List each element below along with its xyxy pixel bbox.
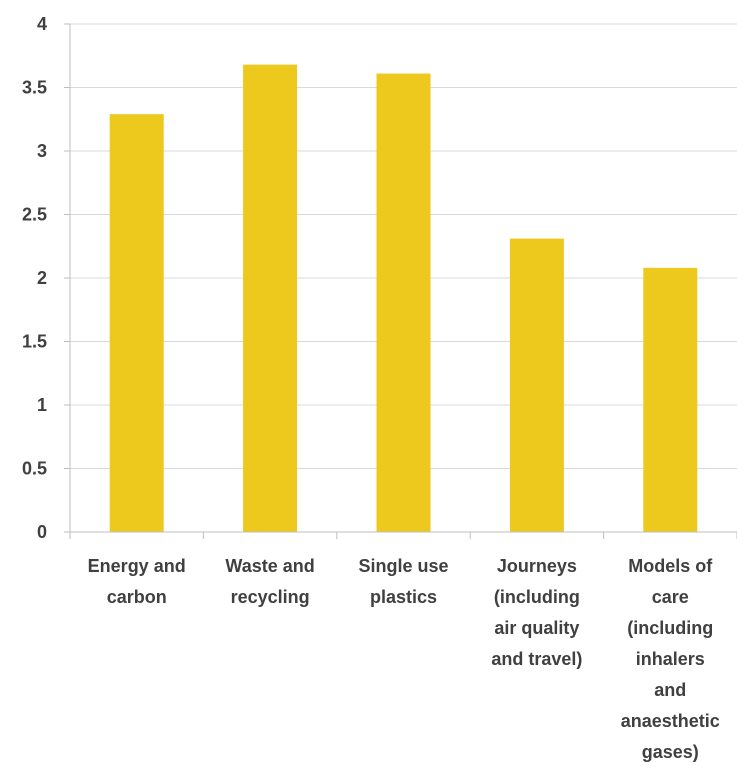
y-tick-label: 0 bbox=[37, 522, 47, 542]
x-category-label: anaesthetic bbox=[621, 711, 720, 731]
y-tick-label: 1 bbox=[37, 395, 47, 415]
x-category-label: care bbox=[652, 587, 689, 607]
x-category-label: inhalers bbox=[636, 649, 705, 669]
x-category-label: gases) bbox=[642, 742, 699, 762]
y-tick-labels: 0 0.5 1 1.5 2 2.5 3 3.5 4 bbox=[22, 14, 47, 542]
x-category-label: plastics bbox=[370, 587, 437, 607]
x-category-label: recycling bbox=[231, 587, 310, 607]
bar bbox=[376, 73, 431, 532]
bar bbox=[109, 114, 164, 533]
bar bbox=[243, 64, 298, 532]
y-tick-label: 1.5 bbox=[22, 332, 47, 352]
x-category-label: Waste and bbox=[225, 556, 314, 576]
x-category-label: Energy and bbox=[88, 556, 186, 576]
axes bbox=[64, 23, 737, 539]
y-tick-label: 3.5 bbox=[22, 78, 47, 98]
x-category-label: Models of bbox=[628, 556, 713, 576]
x-category-labels: Energy and carbon Waste and recycling Single… bbox=[88, 556, 720, 762]
y-tick-label: 4 bbox=[37, 14, 47, 34]
x-category-label: and bbox=[654, 680, 686, 700]
y-tick-label: 3 bbox=[37, 141, 47, 161]
x-category-label: air quality bbox=[494, 618, 579, 638]
x-category-label: Journeys bbox=[497, 556, 577, 576]
x-category-label: carbon bbox=[107, 587, 167, 607]
x-category-label: Single use bbox=[358, 556, 448, 576]
x-category-label: and travel) bbox=[491, 649, 582, 669]
bars bbox=[109, 64, 698, 533]
y-tick-label: 2.5 bbox=[22, 205, 47, 225]
bar bbox=[643, 267, 698, 532]
y-tick-label: 0.5 bbox=[22, 459, 47, 479]
x-category-label: (including bbox=[627, 618, 713, 638]
y-tick-label: 2 bbox=[37, 268, 47, 288]
x-category-label: (including bbox=[494, 587, 580, 607]
bar bbox=[509, 238, 564, 532]
